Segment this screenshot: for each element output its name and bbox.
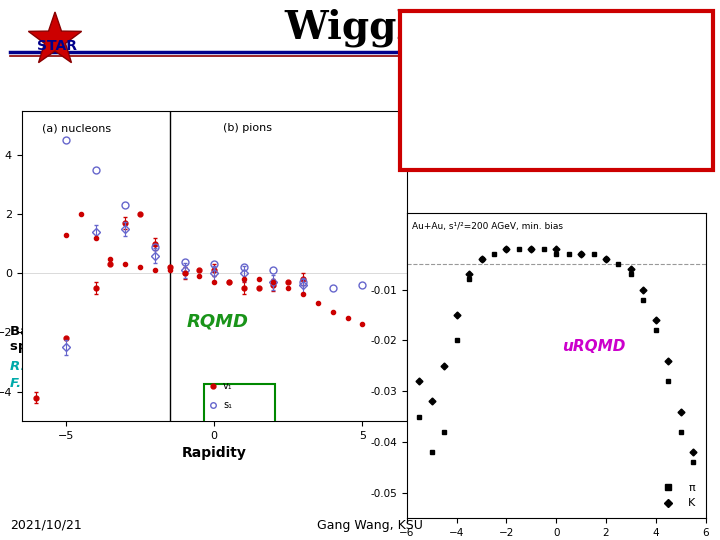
Text: (a) nucleons: (a) nucleons xyxy=(42,124,112,133)
FancyBboxPatch shape xyxy=(204,384,275,423)
Text: structure: structure xyxy=(519,33,604,48)
Text: Au+Au, s¹/²=200 AGeV, min. bias: Au+Au, s¹/²=200 AGeV, min. bias xyxy=(412,221,563,231)
Text: M. Bleicher and H. Stöcker,: M. Bleicher and H. Stöcker, xyxy=(410,85,611,98)
Text: Baryon stopping and positive: Baryon stopping and positive xyxy=(10,325,230,338)
Text: in peripheral or mid-: in peripheral or mid- xyxy=(404,52,581,67)
Text: PLB 526, 309 (2002): PLB 526, 309 (2002) xyxy=(434,100,586,113)
Text: F. Wang, N. Xu, PRL 84, 2803 (2000): F. Wang, N. Xu, PRL 84, 2803 (2000) xyxy=(10,377,279,390)
Polygon shape xyxy=(28,12,81,63)
Text: space-momentum correlation: space-momentum correlation xyxy=(10,340,230,353)
Text: Gang Wang, KSU: Gang Wang, KSU xyxy=(317,519,423,532)
Text: (b) pions: (b) pions xyxy=(223,124,272,133)
Text: wiggle: wiggle xyxy=(481,33,538,48)
Text: Wiggle: Wiggle xyxy=(284,9,436,47)
Text: RQMD: RQMD xyxy=(186,313,248,330)
Text: R. Snellings, H. Sorge, S. Voloshin,: R. Snellings, H. Sorge, S. Voloshin, xyxy=(10,360,269,373)
Text: peripheral events.: peripheral events. xyxy=(404,71,562,86)
Text: Models without QGP also: Models without QGP also xyxy=(404,14,618,29)
Text: STAR: STAR xyxy=(37,39,77,53)
Text: v₁: v₁ xyxy=(223,381,233,391)
Text: 2021/10/21: 2021/10/21 xyxy=(10,519,82,532)
X-axis label: Rapidity: Rapidity xyxy=(181,447,247,461)
Text: s₁: s₁ xyxy=(223,400,232,410)
Text: uRQMD: uRQMD xyxy=(562,339,625,354)
Legend: π, K: π, K xyxy=(653,478,700,513)
Text: predicted a: predicted a xyxy=(404,33,507,48)
